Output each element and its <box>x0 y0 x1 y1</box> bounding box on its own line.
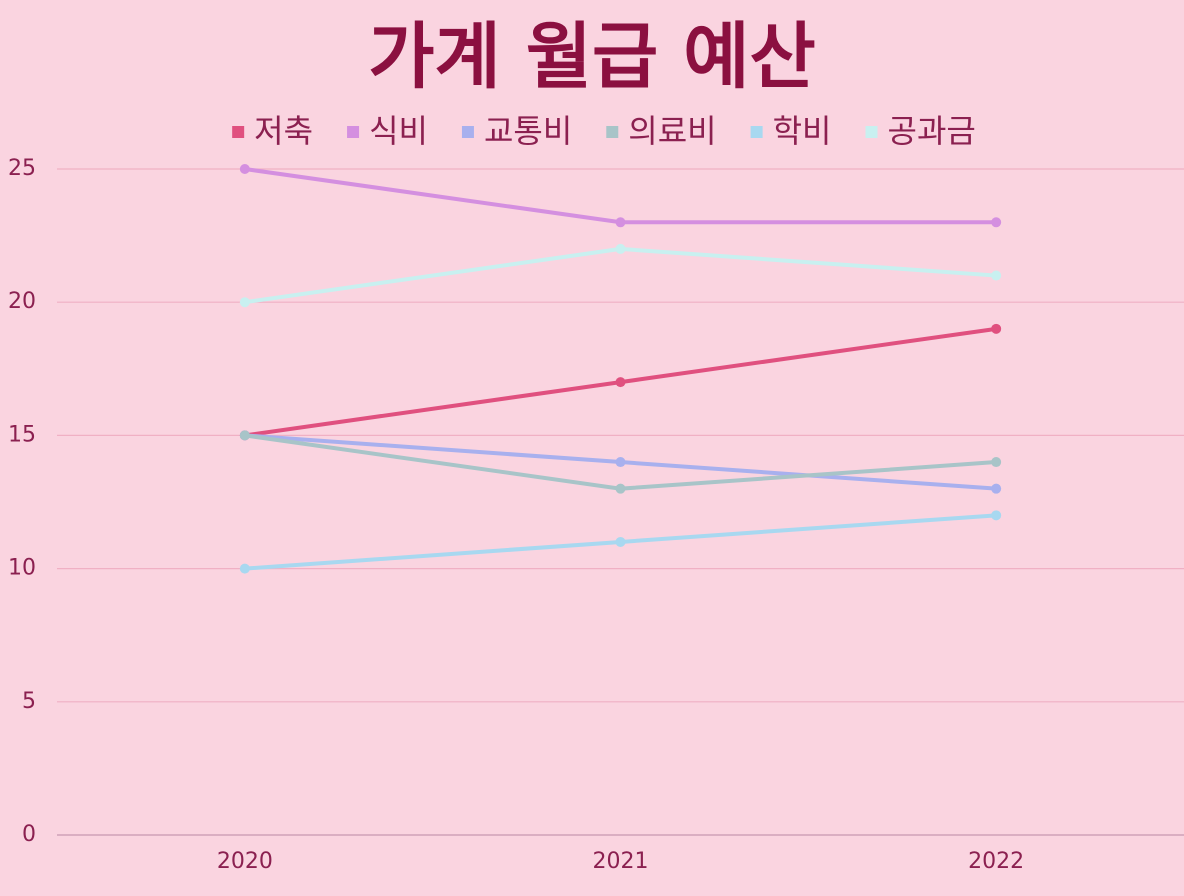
point <box>615 377 626 388</box>
point <box>615 536 626 547</box>
legend-label: 공과금 <box>888 112 976 150</box>
point <box>239 563 250 574</box>
x-tick-label: 2020 <box>217 849 273 874</box>
x-tick-label: 2022 <box>968 849 1024 874</box>
y-tick-label: 15 <box>8 422 36 447</box>
chart-title: 가계 월급 예산 <box>368 15 816 99</box>
legend-label: 식비 <box>369 112 428 150</box>
point <box>991 217 1002 228</box>
point <box>991 457 1002 468</box>
y-tick-label: 10 <box>8 556 36 581</box>
point <box>615 243 626 254</box>
legend-swatch <box>461 126 474 138</box>
point <box>991 483 1002 494</box>
legend-swatch <box>865 126 878 138</box>
point <box>991 323 1002 334</box>
legend-swatch <box>347 126 360 138</box>
legend-swatch <box>232 126 245 138</box>
legend: 저축 식비 교통비 의료비 학비 공과금 <box>232 112 976 150</box>
legend-swatch <box>606 126 619 138</box>
point <box>615 457 626 468</box>
point <box>991 510 1002 521</box>
point <box>239 164 250 174</box>
x-tick-label: 2021 <box>593 849 649 874</box>
point <box>239 297 250 308</box>
y-tick-label: 25 <box>8 156 36 181</box>
y-tick-label: 5 <box>22 689 36 714</box>
legend-swatch <box>750 126 763 138</box>
point <box>991 270 1002 281</box>
point <box>615 217 626 228</box>
y-tick-label: 20 <box>8 289 36 314</box>
legend-label: 학비 <box>773 112 832 150</box>
legend-label: 의료비 <box>628 112 716 150</box>
legend-label: 저축 <box>254 112 313 150</box>
point <box>615 483 626 494</box>
legend-label: 교통비 <box>484 112 572 150</box>
point <box>239 430 250 441</box>
y-tick-label: 0 <box>22 822 36 847</box>
